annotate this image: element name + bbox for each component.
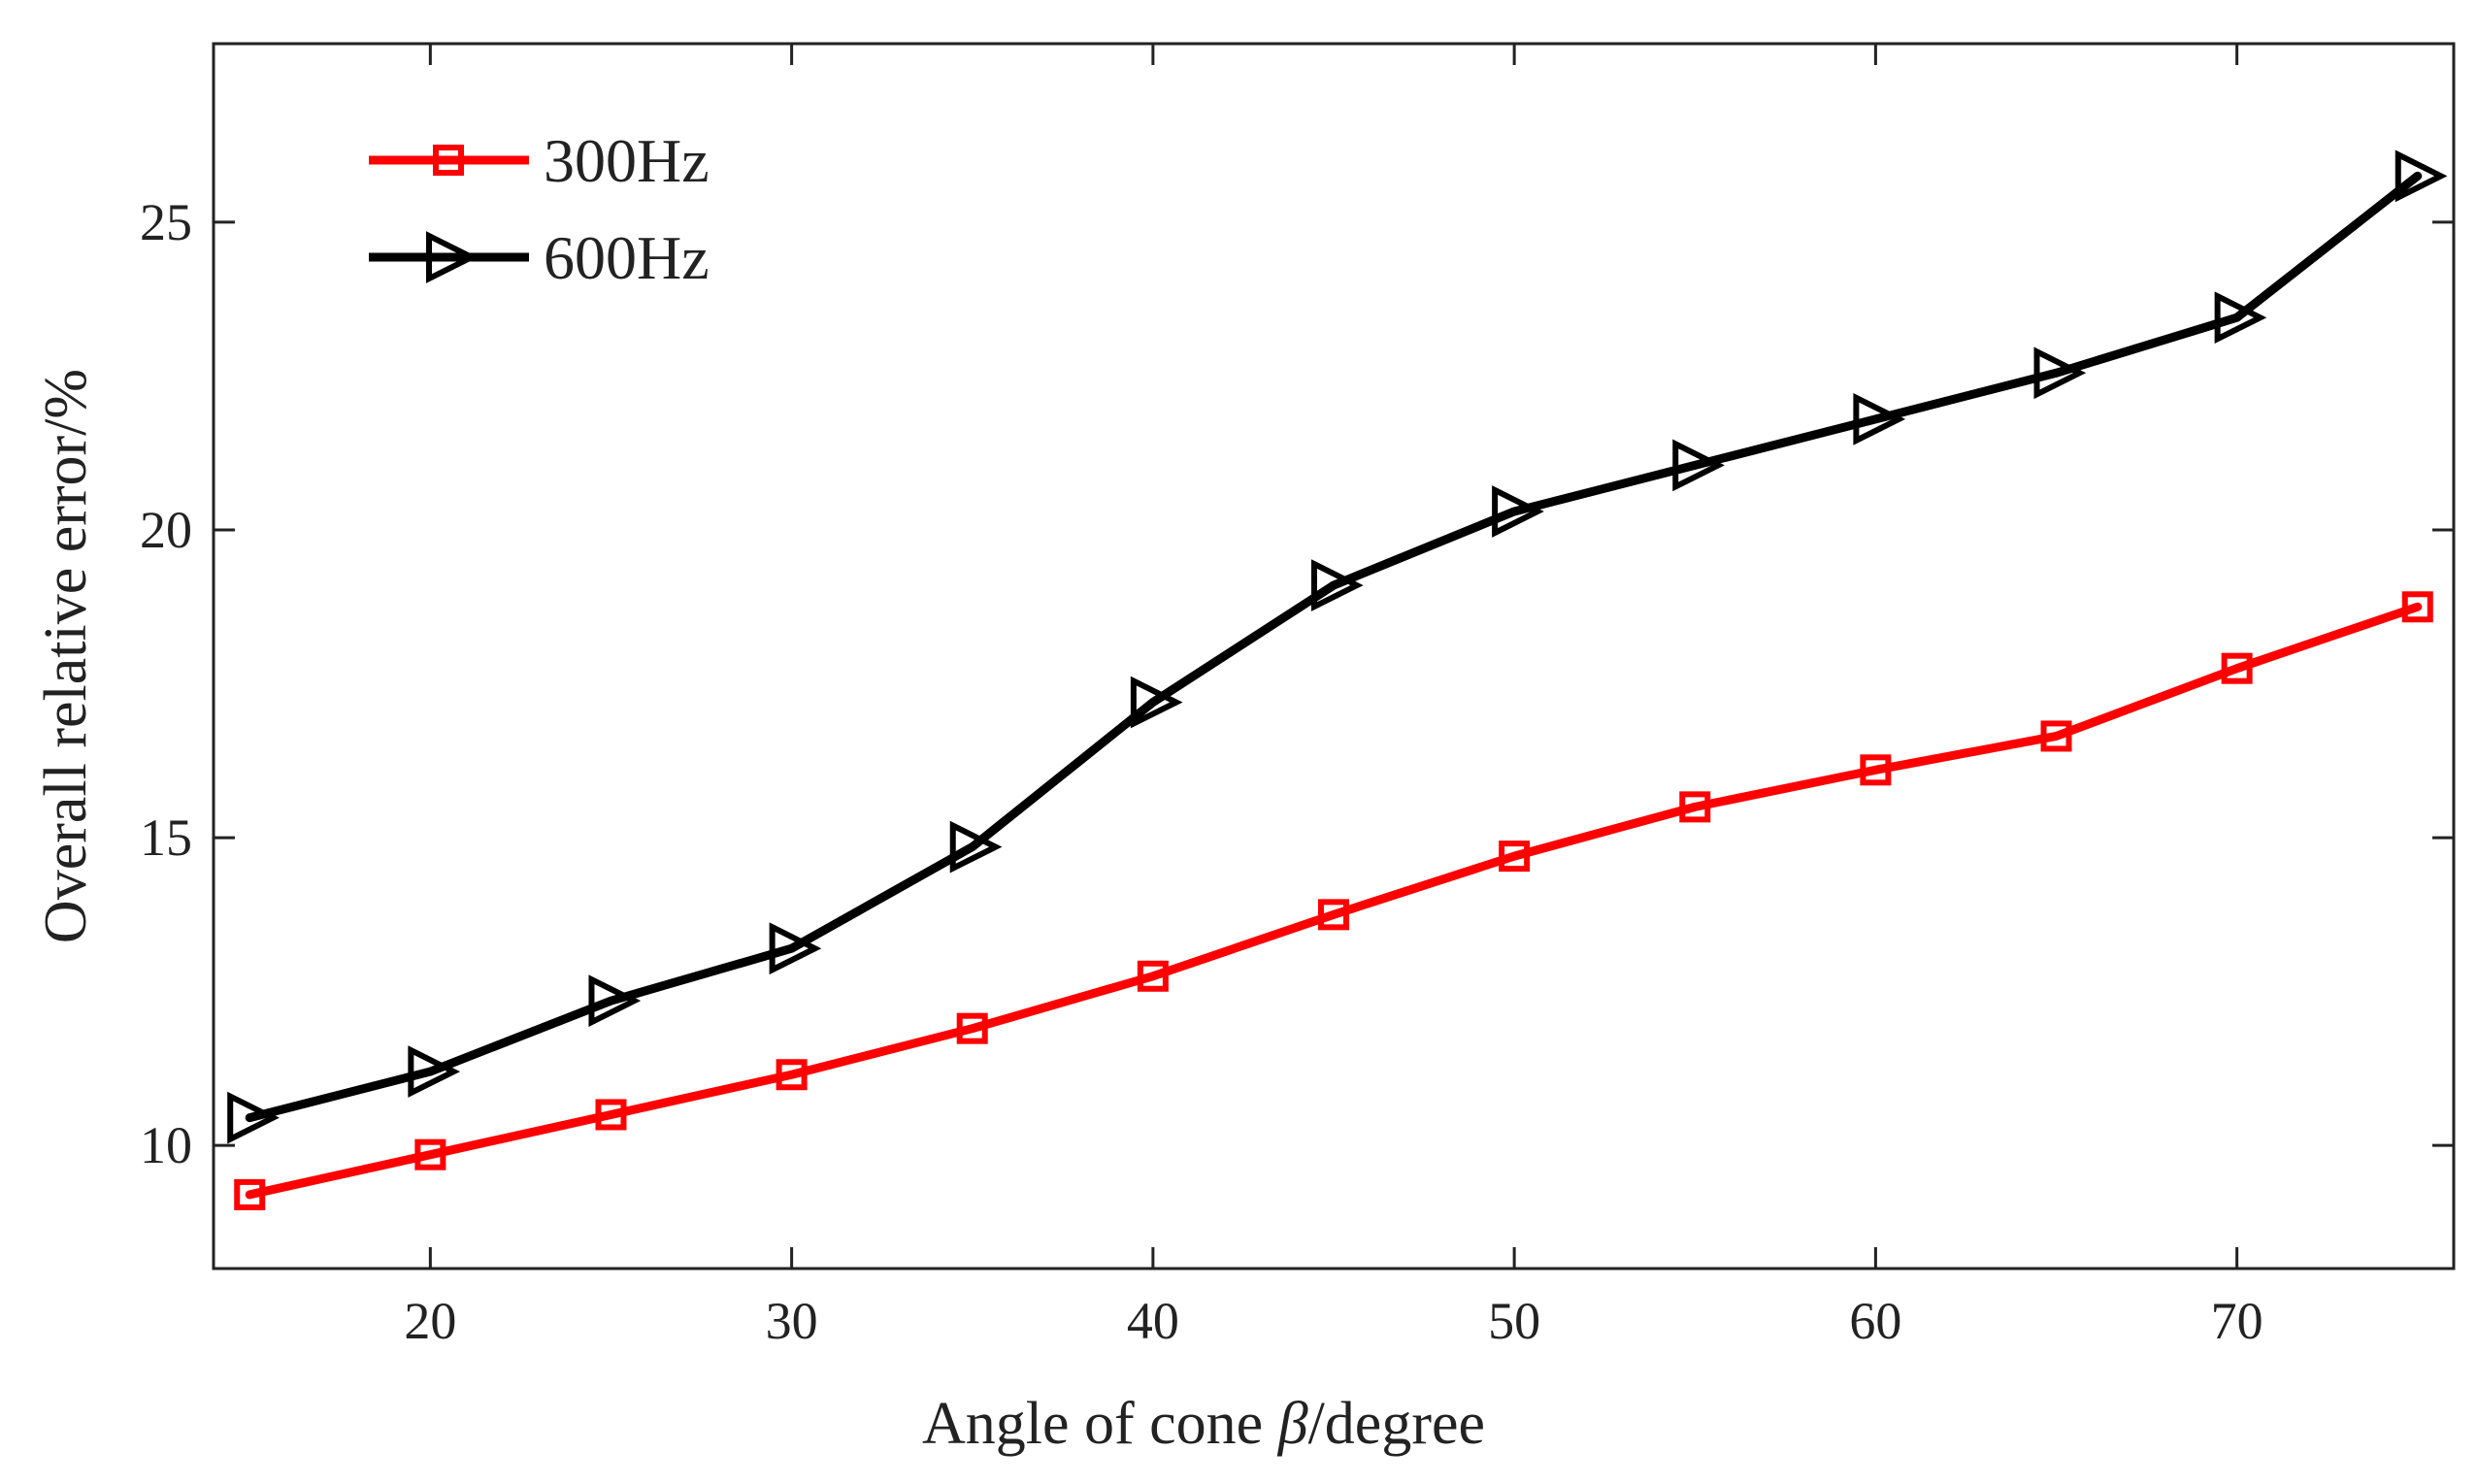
data-point-300hz xyxy=(2040,720,2072,752)
data-point-300hz xyxy=(956,1012,988,1044)
y-tick-label: 20 xyxy=(140,501,192,559)
data-point-300hz xyxy=(776,1059,808,1091)
data-point-600hz xyxy=(2394,149,2448,203)
data-point-300hz xyxy=(1137,960,1169,992)
y-tick-label: 10 xyxy=(140,1116,192,1174)
legend-label-600hz: 600Hz xyxy=(544,223,710,292)
legend-marker-300hz xyxy=(433,145,464,176)
data-point-600hz xyxy=(1672,439,1725,492)
data-point-600hz xyxy=(1853,392,1906,445)
legend-label-300hz: 300Hz xyxy=(544,126,710,195)
data-point-300hz xyxy=(1679,791,1711,823)
data-point-600hz xyxy=(1492,485,1544,538)
data-point-600hz xyxy=(1311,559,1364,611)
data-point-300hz xyxy=(1499,841,1531,873)
data-point-600hz xyxy=(588,974,642,1027)
y-axis-title: Overall relative error/% xyxy=(33,369,99,943)
data-point-300hz xyxy=(1318,899,1349,931)
data-point-600hz xyxy=(227,1091,280,1144)
data-point-600hz xyxy=(769,922,822,975)
x-tick-label: 50 xyxy=(1488,1292,1540,1350)
data-point-300hz xyxy=(595,1099,627,1131)
data-point-300hz xyxy=(1860,754,1892,786)
x-tick-label: 60 xyxy=(1849,1292,1901,1350)
series-line-300hz xyxy=(245,602,2423,1200)
x-axis-title: Angle of cone β/degree xyxy=(922,1391,1485,1457)
series-line-600hz xyxy=(245,171,2423,1123)
data-point-600hz xyxy=(2214,291,2267,345)
tick-layer: 20 30 40 50 60 70 10 15 20 25 xyxy=(140,44,2454,1350)
data-point-300hz xyxy=(414,1138,446,1171)
data-point-300hz xyxy=(2401,591,2433,623)
x-tick-label: 40 xyxy=(1127,1292,1179,1350)
data-point-600hz xyxy=(949,820,1003,874)
data-point-600hz xyxy=(408,1045,461,1098)
x-tick-label: 20 xyxy=(404,1292,456,1350)
plot-frame xyxy=(212,42,2456,1270)
x-tick-label: 70 xyxy=(2211,1292,2263,1350)
y-tick-label: 15 xyxy=(140,808,192,867)
legend-marker-600hz xyxy=(426,231,479,283)
y-tick-label: 25 xyxy=(140,193,192,251)
x-tick-label: 30 xyxy=(766,1292,818,1350)
data-point-600hz xyxy=(2033,346,2087,400)
data-point-300hz xyxy=(2221,652,2253,684)
data-point-300hz xyxy=(234,1178,266,1210)
data-point-600hz xyxy=(1130,676,1183,729)
legend: 300Hz 600Hz xyxy=(369,126,710,292)
series-layer xyxy=(227,149,2448,1210)
